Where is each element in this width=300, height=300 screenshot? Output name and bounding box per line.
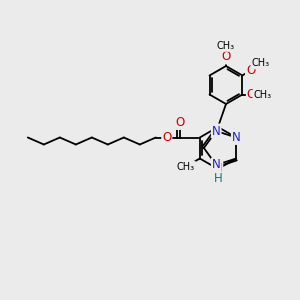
Text: CH₃: CH₃ (254, 89, 272, 100)
Text: O: O (162, 131, 171, 144)
Text: N: N (212, 158, 220, 172)
Text: O: O (175, 116, 184, 129)
Text: CH₃: CH₃ (177, 161, 195, 172)
Text: N: N (214, 163, 222, 176)
Text: H: H (214, 172, 222, 185)
Text: CH₃: CH₃ (217, 41, 235, 51)
Text: O: O (221, 50, 231, 64)
Text: O: O (246, 64, 255, 76)
Text: O: O (247, 88, 256, 101)
Text: CH₃: CH₃ (251, 58, 269, 68)
Text: N: N (212, 124, 220, 137)
Text: N: N (232, 131, 241, 144)
